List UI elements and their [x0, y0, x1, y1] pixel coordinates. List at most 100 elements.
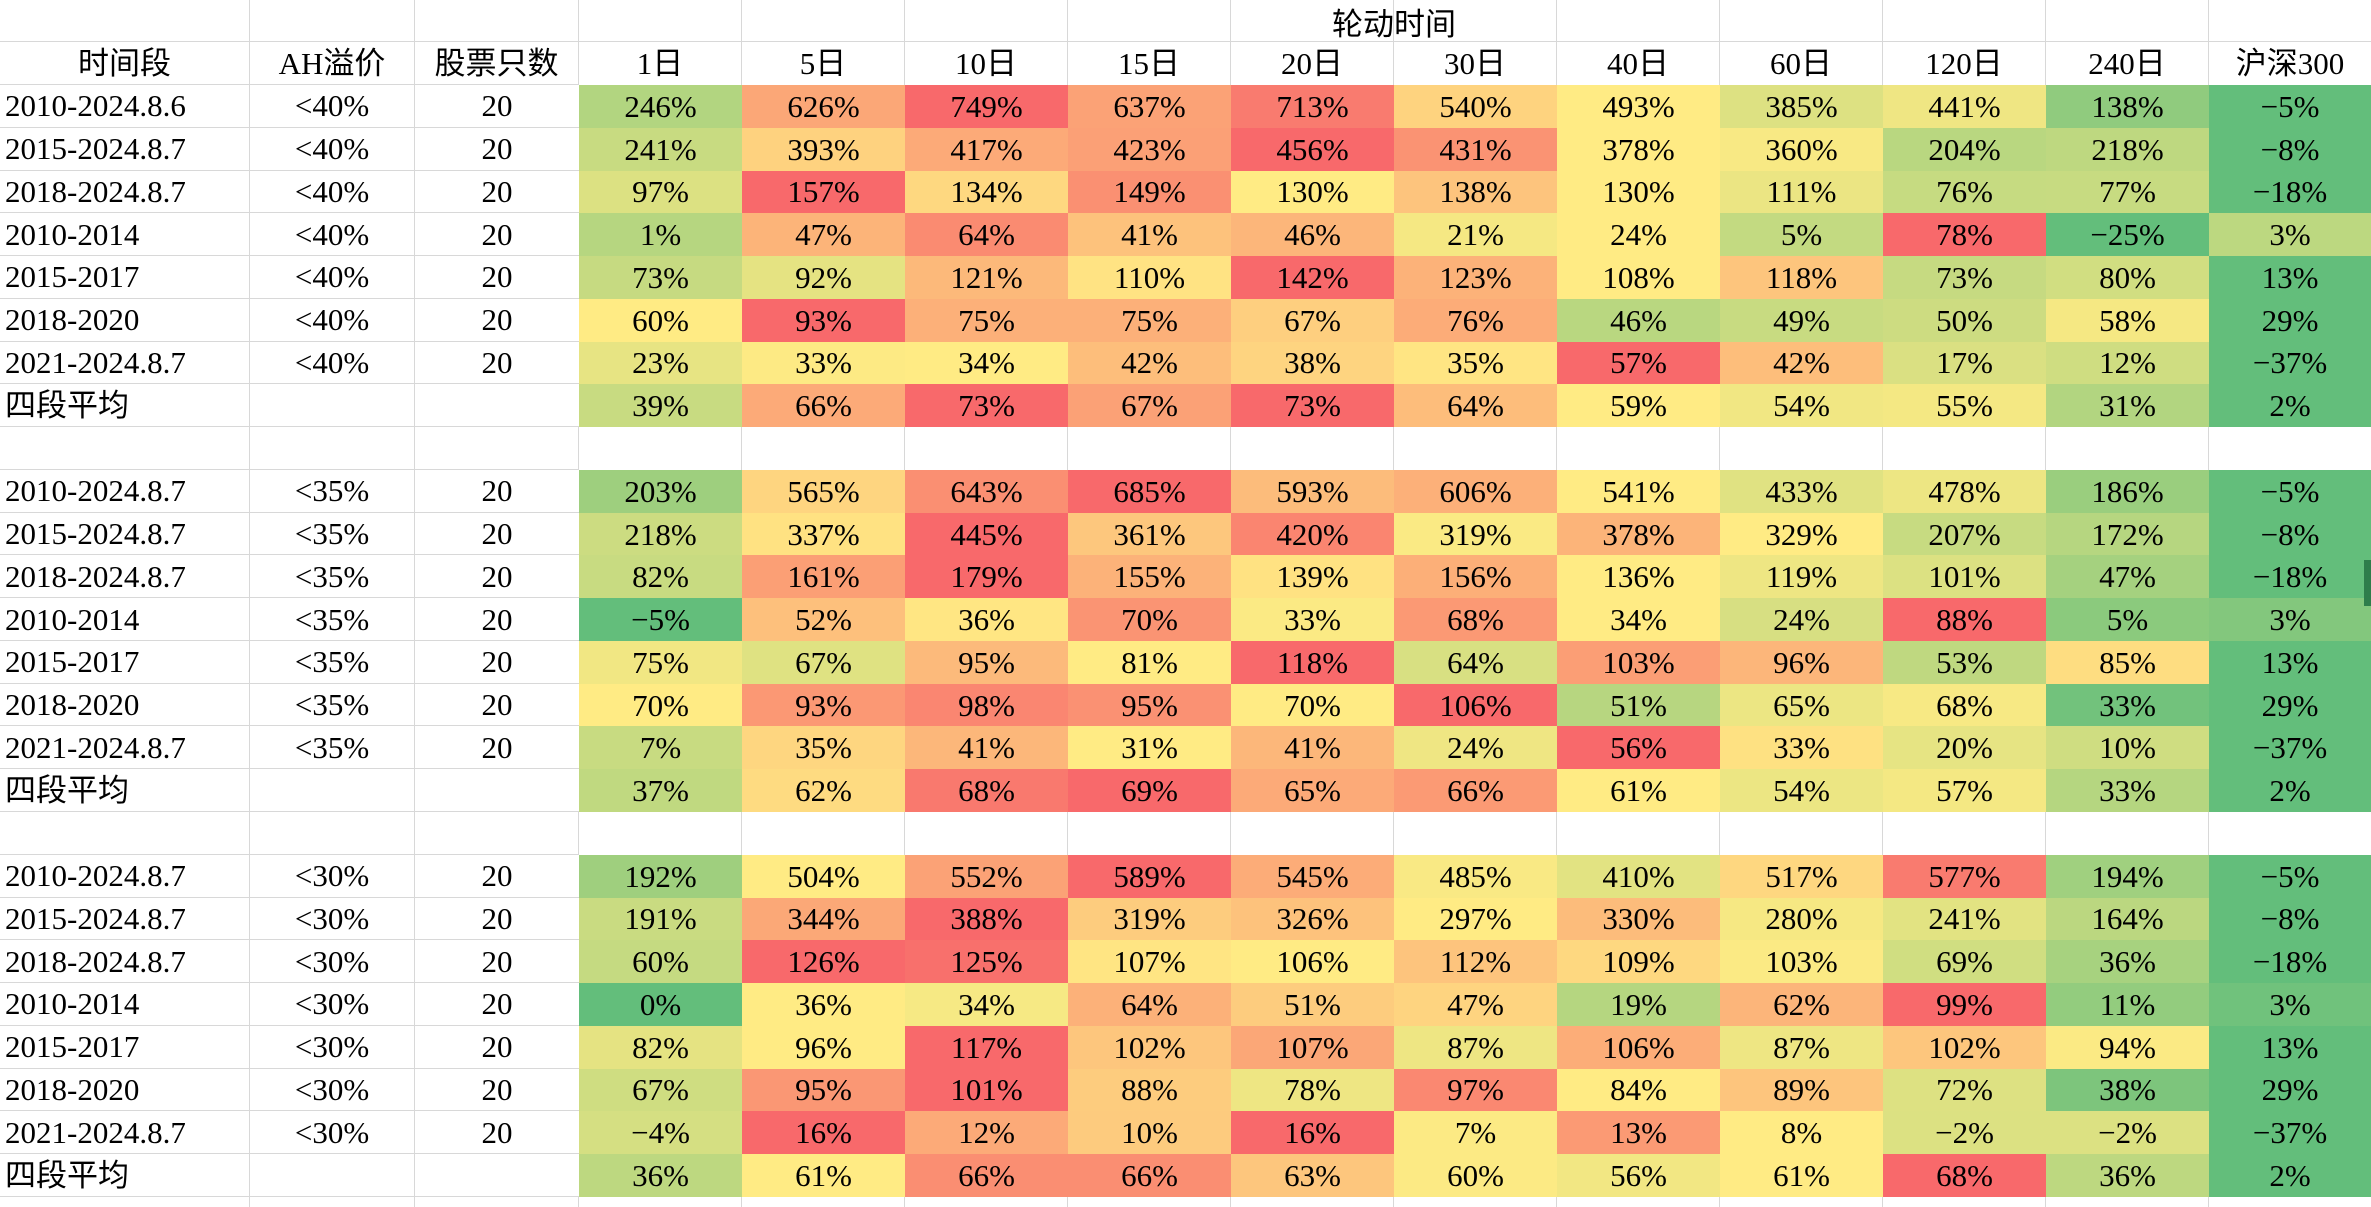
premium-cell[interactable]: <35%	[250, 512, 415, 556]
value-cell[interactable]: 12%	[2046, 341, 2209, 385]
value-cell[interactable]: 545%	[1231, 854, 1394, 898]
value-cell[interactable]: 192%	[579, 854, 742, 898]
value-cell[interactable]: 103%	[1557, 640, 1720, 684]
value-cell[interactable]: 80%	[2046, 256, 2209, 299]
value-cell[interactable]: 76%	[1394, 298, 1557, 342]
value-cell[interactable]: 47%	[742, 213, 905, 257]
header-cell[interactable]: 5日	[742, 42, 905, 85]
blank-cell[interactable]	[250, 0, 415, 42]
value-cell[interactable]: 138%	[2046, 85, 2209, 128]
value-cell[interactable]: 410%	[1557, 854, 1720, 898]
blank-cell[interactable]	[1557, 0, 1720, 42]
value-cell[interactable]: 47%	[2046, 555, 2209, 599]
value-cell[interactable]: 107%	[1231, 1025, 1394, 1069]
value-cell[interactable]: 17%	[1883, 341, 2046, 385]
value-cell[interactable]: 2%	[2209, 1154, 2371, 1197]
period-cell[interactable]: 2015-2024.8.7	[0, 512, 250, 556]
period-cell[interactable]: 2018-2024.8.7	[0, 555, 250, 599]
value-cell[interactable]: 56%	[1557, 1154, 1720, 1197]
premium-cell[interactable]: <35%	[250, 469, 415, 513]
premium-cell[interactable]	[250, 384, 415, 428]
value-cell[interactable]: 540%	[1394, 85, 1557, 128]
value-cell[interactable]: −4%	[579, 1111, 742, 1155]
value-cell[interactable]: 39%	[579, 384, 742, 428]
value-cell[interactable]: 96%	[742, 1025, 905, 1069]
value-cell[interactable]: 111%	[1720, 170, 1883, 214]
period-cell[interactable]: 2015-2017	[0, 640, 250, 684]
value-cell[interactable]: 67%	[1068, 384, 1231, 428]
value-cell[interactable]: 33%	[2046, 769, 2209, 813]
value-cell[interactable]: 93%	[742, 298, 905, 342]
value-cell[interactable]: 13%	[2209, 640, 2371, 684]
value-cell[interactable]: 191%	[579, 897, 742, 941]
count-cell[interactable]: 20	[415, 726, 579, 770]
value-cell[interactable]: 46%	[1557, 298, 1720, 342]
value-cell[interactable]: 36%	[579, 1154, 742, 1197]
value-cell[interactable]: 685%	[1068, 469, 1231, 513]
count-cell[interactable]: 20	[415, 1069, 579, 1112]
value-cell[interactable]: 95%	[905, 640, 1068, 684]
value-cell[interactable]: 33%	[1231, 598, 1394, 641]
value-cell[interactable]: 78%	[1883, 213, 2046, 257]
period-cell[interactable]: 2018-2024.8.7	[0, 170, 250, 214]
value-cell[interactable]: 68%	[1883, 1154, 2046, 1197]
value-cell[interactable]: 433%	[1720, 469, 1883, 513]
count-cell[interactable]: 20	[415, 299, 579, 342]
value-cell[interactable]: 23%	[579, 341, 742, 385]
value-cell[interactable]: 445%	[905, 512, 1068, 556]
count-cell[interactable]	[415, 384, 579, 428]
count-cell[interactable]: 20	[415, 470, 579, 513]
value-cell[interactable]: 97%	[1394, 1068, 1557, 1112]
value-cell[interactable]: 67%	[579, 1068, 742, 1112]
value-cell[interactable]: 0%	[579, 983, 742, 1026]
premium-cell[interactable]: <40%	[250, 127, 415, 171]
value-cell[interactable]: 361%	[1068, 512, 1231, 556]
value-cell[interactable]: 33%	[2046, 683, 2209, 727]
value-cell[interactable]: 149%	[1068, 170, 1231, 214]
count-cell[interactable]: 20	[415, 641, 579, 684]
blank-cell[interactable]	[2209, 0, 2371, 42]
value-cell[interactable]: 126%	[742, 940, 905, 984]
gap-cell[interactable]	[2209, 812, 2371, 855]
value-cell[interactable]: 109%	[1557, 940, 1720, 984]
period-cell[interactable]: 2015-2024.8.7	[0, 127, 250, 171]
premium-cell[interactable]	[250, 1154, 415, 1197]
value-cell[interactable]: −25%	[2046, 213, 2209, 257]
value-cell[interactable]: 204%	[1883, 127, 2046, 171]
value-cell[interactable]: 59%	[1557, 384, 1720, 428]
value-cell[interactable]: 441%	[1883, 85, 2046, 128]
value-cell[interactable]: 19%	[1557, 983, 1720, 1026]
value-cell[interactable]: 749%	[905, 85, 1068, 128]
premium-cell[interactable]: <40%	[250, 256, 415, 299]
value-cell[interactable]: 95%	[742, 1068, 905, 1112]
value-cell[interactable]: 246%	[579, 85, 742, 128]
value-cell[interactable]: 84%	[1557, 1068, 1720, 1112]
count-cell[interactable]: 20	[415, 855, 579, 898]
value-cell[interactable]: 329%	[1720, 512, 1883, 556]
value-cell[interactable]: 20%	[1883, 726, 2046, 770]
value-cell[interactable]: 326%	[1231, 897, 1394, 941]
value-cell[interactable]: 50%	[1883, 298, 2046, 342]
value-cell[interactable]: 385%	[1720, 85, 1883, 128]
premium-cell[interactable]: <40%	[250, 298, 415, 342]
value-cell[interactable]: 29%	[2209, 1068, 2371, 1112]
gap-cell[interactable]	[1394, 812, 1557, 855]
gap-cell[interactable]	[905, 812, 1068, 855]
value-cell[interactable]: 57%	[1557, 341, 1720, 385]
gap-cell[interactable]	[1394, 427, 1557, 470]
value-cell[interactable]: 31%	[2046, 384, 2209, 428]
value-cell[interactable]: 155%	[1068, 555, 1231, 599]
value-cell[interactable]: 203%	[579, 469, 742, 513]
count-cell[interactable]: 20	[415, 1111, 579, 1155]
value-cell[interactable]: 41%	[1068, 213, 1231, 257]
gap-cell[interactable]	[1720, 812, 1883, 855]
value-cell[interactable]: −37%	[2209, 1111, 2371, 1155]
header-cell[interactable]: 沪深300	[2235, 46, 2345, 81]
value-cell[interactable]: 47%	[1394, 983, 1557, 1026]
period-cell[interactable]: 2015-2017	[0, 256, 250, 299]
blank-cell[interactable]	[905, 0, 1068, 42]
value-cell[interactable]: 393%	[742, 127, 905, 171]
value-cell[interactable]: 82%	[579, 555, 742, 599]
gap-cell[interactable]	[579, 427, 742, 470]
premium-cell[interactable]: <30%	[250, 940, 415, 984]
